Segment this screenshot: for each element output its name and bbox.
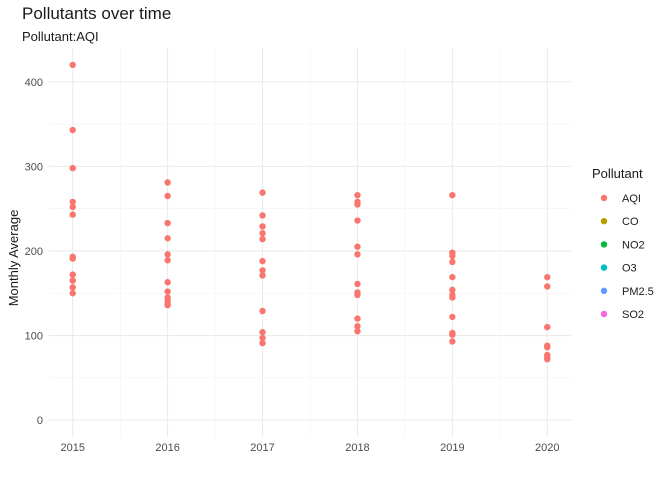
legend-key[interactable]: [600, 264, 608, 271]
data-point: [544, 273, 551, 281]
data-point: [69, 126, 76, 134]
data-point: [354, 323, 361, 330]
data-point: [449, 252, 456, 260]
legend-label[interactable]: CO: [622, 216, 639, 228]
legend-label[interactable]: PM2.5: [622, 286, 654, 298]
data-point: [354, 291, 361, 299]
x-tick-label: 2016: [155, 442, 179, 454]
data-point: [259, 189, 266, 196]
data-point: [69, 164, 76, 172]
data-point: [544, 323, 551, 331]
data-point: [259, 257, 266, 265]
data-point: [544, 356, 551, 363]
data-point: [354, 280, 361, 288]
legend-key[interactable]: [600, 218, 608, 225]
data-point: [164, 279, 171, 286]
y-axis-title: Monthly Average: [6, 210, 21, 307]
x-tick-label: 2017: [250, 442, 274, 454]
data-point: [449, 191, 456, 199]
data-point: [259, 328, 266, 336]
legend-key[interactable]: [600, 287, 608, 294]
legend-label[interactable]: SO2: [622, 309, 644, 321]
data-point: [259, 272, 266, 279]
y-tick-label: 200: [25, 246, 43, 258]
data-point: [69, 61, 76, 69]
data-point: [164, 257, 171, 264]
data-point: [259, 212, 266, 219]
data-point: [164, 235, 171, 242]
data-point: [164, 301, 171, 309]
legend-title: Pollutant: [592, 166, 643, 181]
data-point: [259, 235, 266, 243]
data-point: [449, 338, 456, 345]
data-point: [164, 251, 171, 258]
legend-key[interactable]: [600, 194, 608, 202]
data-point: [259, 223, 266, 230]
data-point: [544, 283, 551, 290]
data-points: [69, 61, 551, 363]
legend-label[interactable]: NO2: [622, 239, 645, 251]
data-point: [354, 201, 361, 208]
data-point: [164, 288, 171, 295]
data-point: [449, 258, 456, 266]
data-point: [449, 331, 456, 338]
data-point: [69, 255, 76, 262]
chart-subtitle: Pollutant:AQI: [22, 29, 99, 44]
data-point: [354, 328, 361, 335]
data-point: [259, 339, 266, 347]
data-point: [259, 267, 266, 274]
data-point: [259, 334, 266, 342]
chart-title: Pollutants over time: [22, 4, 172, 23]
data-point: [69, 198, 76, 206]
axis-ticks: 0 100 200 300 400 2015 2016 2017 2018 2019 2020: [25, 77, 560, 454]
data-point: [69, 203, 76, 211]
data-point: [69, 271, 76, 278]
legend-label[interactable]: AQI: [622, 193, 641, 205]
data-point: [449, 313, 456, 321]
data-point: [354, 217, 361, 224]
grid-lines: [49, 48, 571, 437]
data-point: [69, 211, 76, 218]
y-tick-label: 0: [37, 415, 43, 427]
x-tick-label: 2018: [345, 442, 369, 454]
y-tick-label: 300: [25, 161, 43, 173]
data-point: [69, 277, 76, 284]
legend-key[interactable]: [600, 241, 608, 248]
x-tick-label: 2015: [60, 442, 84, 454]
data-point: [164, 179, 171, 186]
data-point: [354, 243, 361, 250]
legend[interactable]: Pollutant AQI CO NO2 O3 PM2.5 SO2: [592, 166, 654, 321]
data-point: [69, 290, 76, 297]
data-point: [259, 229, 266, 237]
data-point: [164, 219, 171, 227]
data-point: [449, 286, 456, 294]
data-point: [69, 284, 76, 291]
legend-label[interactable]: O3: [622, 263, 637, 275]
data-point: [449, 294, 456, 301]
y-tick-label: 100: [25, 331, 43, 343]
x-tick-label: 2019: [440, 442, 464, 454]
data-point: [449, 273, 456, 281]
data-point: [164, 192, 171, 200]
data-point: [354, 191, 361, 199]
data-point: [354, 251, 361, 258]
data-point: [544, 344, 551, 351]
x-tick-label: 2020: [535, 442, 559, 454]
y-tick-label: 400: [25, 77, 43, 89]
data-point: [259, 307, 266, 315]
data-point: [354, 315, 361, 322]
legend-key[interactable]: [600, 310, 608, 318]
